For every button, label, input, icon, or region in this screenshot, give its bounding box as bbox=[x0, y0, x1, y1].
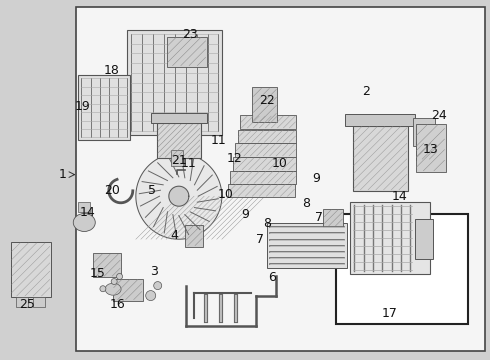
Text: 3: 3 bbox=[150, 265, 158, 278]
Bar bbox=[350, 202, 430, 274]
Bar bbox=[267, 223, 347, 268]
Bar bbox=[78, 202, 90, 212]
Bar bbox=[93, 253, 121, 277]
Bar bbox=[171, 150, 182, 166]
Ellipse shape bbox=[74, 213, 95, 231]
Text: 2: 2 bbox=[363, 85, 370, 98]
Circle shape bbox=[111, 279, 117, 284]
Bar bbox=[416, 142, 438, 160]
Text: 19: 19 bbox=[74, 100, 90, 113]
Text: 11: 11 bbox=[210, 134, 226, 147]
Text: 12: 12 bbox=[226, 152, 242, 165]
Bar bbox=[230, 171, 296, 184]
Circle shape bbox=[117, 274, 122, 279]
Bar bbox=[235, 143, 296, 157]
Bar bbox=[233, 157, 296, 171]
Ellipse shape bbox=[105, 283, 121, 295]
Bar bbox=[413, 118, 435, 146]
Bar bbox=[16, 297, 28, 307]
Text: 9: 9 bbox=[312, 172, 320, 185]
Text: 16: 16 bbox=[110, 298, 125, 311]
Text: 13: 13 bbox=[422, 143, 438, 156]
Text: 14: 14 bbox=[79, 206, 95, 219]
Bar bbox=[323, 209, 343, 227]
Text: 7: 7 bbox=[256, 233, 264, 246]
Text: 4: 4 bbox=[170, 229, 178, 242]
Bar bbox=[416, 124, 445, 172]
Text: 25: 25 bbox=[19, 298, 35, 311]
Text: 7: 7 bbox=[315, 211, 322, 224]
Text: 11: 11 bbox=[181, 157, 196, 170]
Bar bbox=[345, 114, 415, 126]
Text: 1: 1 bbox=[59, 168, 67, 181]
Text: 15: 15 bbox=[90, 267, 106, 280]
Bar bbox=[167, 37, 207, 67]
Bar bbox=[252, 87, 277, 122]
Text: 20: 20 bbox=[104, 184, 120, 197]
Text: 18: 18 bbox=[104, 64, 120, 77]
Text: 8: 8 bbox=[263, 217, 271, 230]
Text: 6: 6 bbox=[268, 271, 276, 284]
Polygon shape bbox=[169, 186, 189, 206]
Text: 8: 8 bbox=[302, 197, 310, 210]
Bar bbox=[33, 297, 45, 307]
Text: 24: 24 bbox=[431, 109, 446, 122]
Text: 10: 10 bbox=[218, 188, 233, 201]
Bar bbox=[228, 184, 295, 197]
Bar bbox=[238, 130, 296, 143]
Text: 10: 10 bbox=[271, 157, 287, 170]
Bar bbox=[113, 279, 143, 301]
Bar bbox=[416, 219, 433, 258]
Text: 17: 17 bbox=[382, 307, 397, 320]
Bar bbox=[185, 225, 203, 247]
Bar bbox=[157, 123, 201, 158]
Bar bbox=[76, 7, 485, 351]
Bar bbox=[127, 30, 222, 135]
Polygon shape bbox=[136, 153, 222, 239]
Text: 23: 23 bbox=[182, 28, 198, 41]
Circle shape bbox=[154, 282, 162, 289]
Text: 22: 22 bbox=[259, 94, 275, 107]
Circle shape bbox=[100, 286, 106, 292]
Bar bbox=[78, 75, 130, 140]
Bar bbox=[151, 113, 207, 123]
Text: 9: 9 bbox=[241, 208, 249, 221]
Bar bbox=[240, 115, 296, 129]
Bar bbox=[336, 214, 468, 324]
Text: 14: 14 bbox=[392, 190, 407, 203]
Text: 5: 5 bbox=[148, 184, 156, 197]
Circle shape bbox=[146, 291, 156, 301]
Bar bbox=[11, 242, 51, 297]
Bar bbox=[353, 126, 408, 191]
Text: 21: 21 bbox=[171, 154, 187, 167]
